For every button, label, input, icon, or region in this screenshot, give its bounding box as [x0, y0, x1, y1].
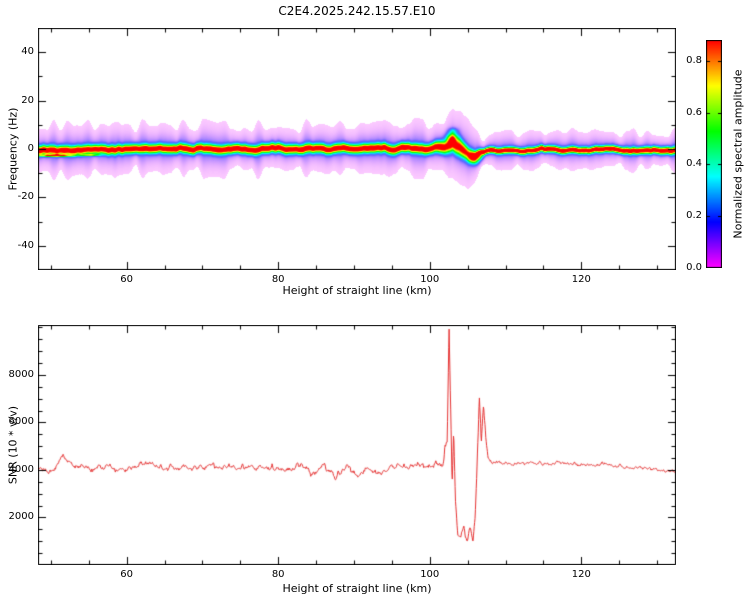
- x-tick-label: 120: [571, 569, 591, 580]
- snr-canvas: [38, 325, 676, 565]
- y-tick-label: 4000: [8, 463, 34, 475]
- x-tick-label: 60: [120, 274, 134, 285]
- spectrogram-xlabel: Height of straight line (km): [282, 284, 432, 297]
- colorbar-tick-label: 0.6: [686, 106, 702, 118]
- x-tick-label: 60: [120, 569, 134, 580]
- y-tick-label: 2000: [8, 511, 34, 523]
- colorbar-label: Normalized spectral amplitude: [731, 69, 745, 239]
- y-tick-label: 20: [21, 94, 34, 106]
- y-tick-label: 6000: [8, 416, 34, 428]
- snr-xlabel: Height of straight line (km): [282, 582, 432, 595]
- colorbar-tick-label: 0.2: [686, 210, 702, 222]
- x-tick-label: 120: [571, 274, 591, 285]
- x-tick-label: 80: [271, 569, 285, 580]
- x-tick-label: 100: [420, 569, 440, 580]
- colorbar-tick-label: 0.4: [686, 158, 702, 170]
- colorbar-canvas: [706, 40, 722, 268]
- y-tick-label: 40: [21, 46, 34, 58]
- x-tick-label: 100: [420, 274, 440, 285]
- y-tick-label: -20: [17, 191, 34, 203]
- colorbar-tick-label: 0.8: [686, 54, 702, 66]
- y-tick-label: 8000: [8, 368, 34, 380]
- x-tick-label: 80: [271, 274, 285, 285]
- colorbar-tick-label: 0.0: [686, 262, 702, 273]
- spectrogram-canvas: [38, 28, 676, 270]
- figure-title: C2E4.2025.242.15.57.E10: [278, 4, 436, 18]
- y-tick-label: 0: [27, 143, 34, 154]
- y-tick-label: -40: [17, 239, 34, 251]
